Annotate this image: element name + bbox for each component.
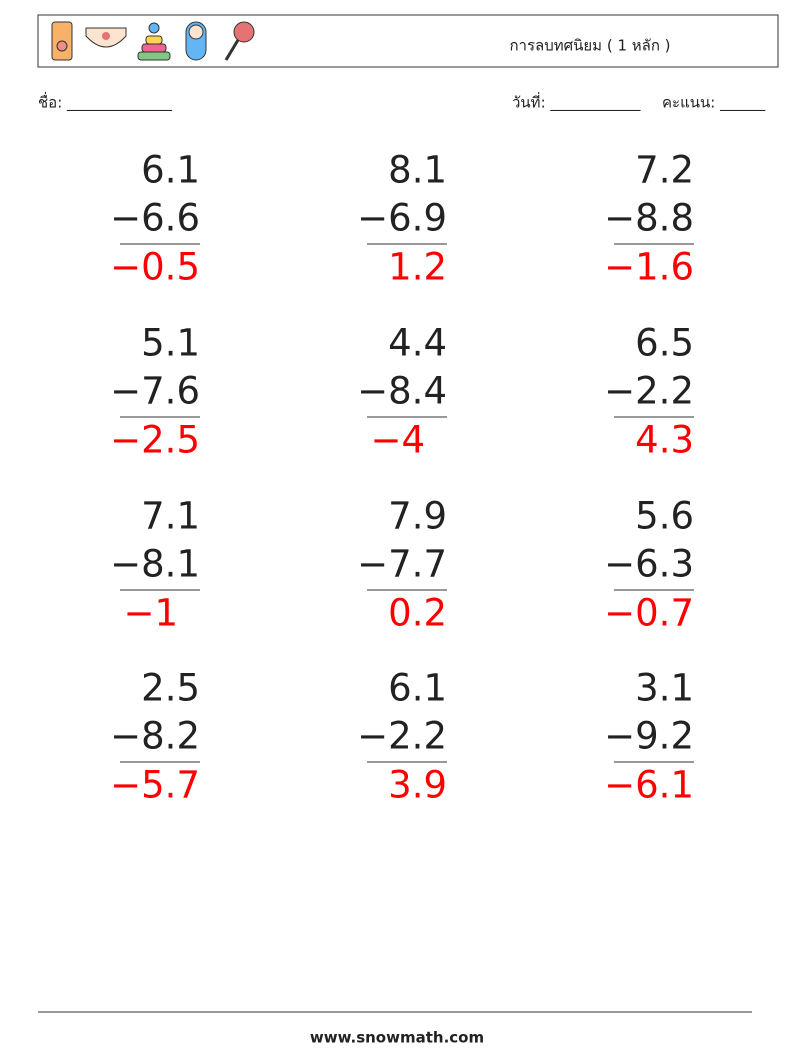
subtrahend: −6.9 <box>357 197 447 240</box>
subtrahend: −8.8 <box>604 197 694 240</box>
answer: −2.5 <box>110 419 200 462</box>
subtrahend: −9.2 <box>604 715 694 758</box>
subtrahend: −7.7 <box>357 543 447 586</box>
title: การลบทศนิยม ( 1 หลัก ) <box>509 37 670 55</box>
answer: 0.2 <box>388 592 447 635</box>
minuend: 6.1 <box>141 149 200 192</box>
subtrahend: −2.2 <box>357 715 447 758</box>
answer: −1.6 <box>604 246 694 289</box>
answer: −5.7 <box>110 764 200 807</box>
problems: 6.1 −6.6 −0.5 8.1 −6.9 1.2 7.2 −8.8 −1.6 5.1 −7.6 −… <box>110 149 694 807</box>
subtrahend: −6.6 <box>110 197 200 240</box>
header-box <box>37 14 779 68</box>
minuend: 6.5 <box>635 322 694 365</box>
name-field: ชื่อ: ______________ <box>38 92 173 113</box>
answer: −0.7 <box>604 592 694 635</box>
subtrahend: −7.6 <box>110 370 200 413</box>
minuend: 7.1 <box>141 495 200 538</box>
subtrahend: −6.3 <box>604 543 694 586</box>
subtrahend: −8.4 <box>357 370 447 413</box>
minuend: 2.5 <box>141 667 200 710</box>
footer-site: www.snowmath.com <box>310 1029 484 1047</box>
date-field: วันที่: ____________ <box>512 92 641 113</box>
subtrahend: −8.1 <box>110 543 200 586</box>
answer: −0.5 <box>110 246 200 289</box>
answer: 3.9 <box>388 764 447 807</box>
minuend: 6.1 <box>388 667 447 710</box>
answer: 1.2 <box>388 246 447 289</box>
score-field: คะแนน: ______ <box>662 94 766 113</box>
answer: −4 <box>370 419 425 462</box>
answer: −6.1 <box>604 764 694 807</box>
minuend: 3.1 <box>635 667 694 710</box>
minuend: 4.4 <box>388 322 447 365</box>
minuend: 5.1 <box>141 322 200 365</box>
minuend: 8.1 <box>388 149 447 192</box>
answer: −1 <box>123 592 178 635</box>
minuend: 7.2 <box>635 149 694 192</box>
minuend: 5.6 <box>635 495 694 538</box>
header-icons <box>51 21 255 61</box>
subtrahend: −2.2 <box>604 370 694 413</box>
subtrahend: −8.2 <box>110 715 200 758</box>
answer: 4.3 <box>635 419 694 462</box>
minuend: 7.9 <box>388 495 447 538</box>
